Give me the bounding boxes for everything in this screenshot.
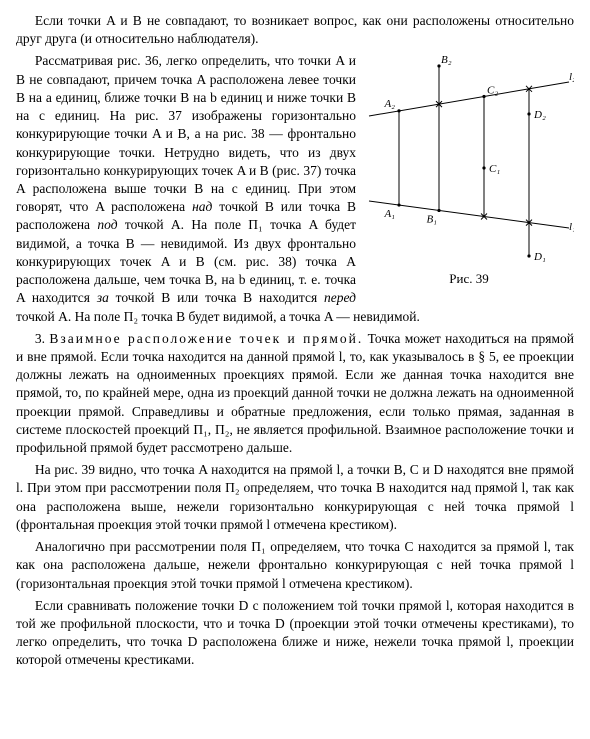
- svg-text:B₁: B₁: [426, 214, 437, 226]
- section-title: Взаимное расположение точек и прямой.: [49, 331, 363, 346]
- svg-text:A₁: A₁: [383, 208, 395, 220]
- figure-caption: Рис. 39: [364, 270, 574, 288]
- figure-39: A₂ A₁ B₂ B₁ C₂ C₁ D₂ D₁ l₂ l₁ Рис. 39: [364, 56, 574, 288]
- svg-text:l₂: l₂: [569, 71, 574, 83]
- paragraph-4: На рис. 39 видно, что точка A находится …: [16, 461, 574, 534]
- paragraph-6: Если сравнивать положение точки D с поло…: [16, 597, 574, 670]
- svg-text:D₂: D₂: [533, 109, 546, 121]
- svg-text:l₁: l₁: [569, 221, 574, 233]
- svg-text:B₂: B₂: [441, 56, 452, 66]
- svg-text:A₂: A₂: [383, 98, 395, 110]
- paragraph-1: Если точки A и B не совпадают, то возник…: [16, 12, 574, 48]
- paragraph-5: Аналогично при рассмотрении поля П₁ опре…: [16, 538, 574, 593]
- svg-text:C₂: C₂: [487, 85, 498, 97]
- text: Если точки A и B не совпадают, то возник…: [16, 13, 574, 46]
- svg-text:C₁: C₁: [489, 163, 500, 175]
- svg-text:D₁: D₁: [533, 251, 546, 263]
- figure-svg: A₂ A₁ B₂ B₁ C₂ C₁ D₂ D₁ l₂ l₁: [364, 56, 574, 266]
- paragraph-3: 3. Взаимное расположение точек и прямой.…: [16, 330, 574, 458]
